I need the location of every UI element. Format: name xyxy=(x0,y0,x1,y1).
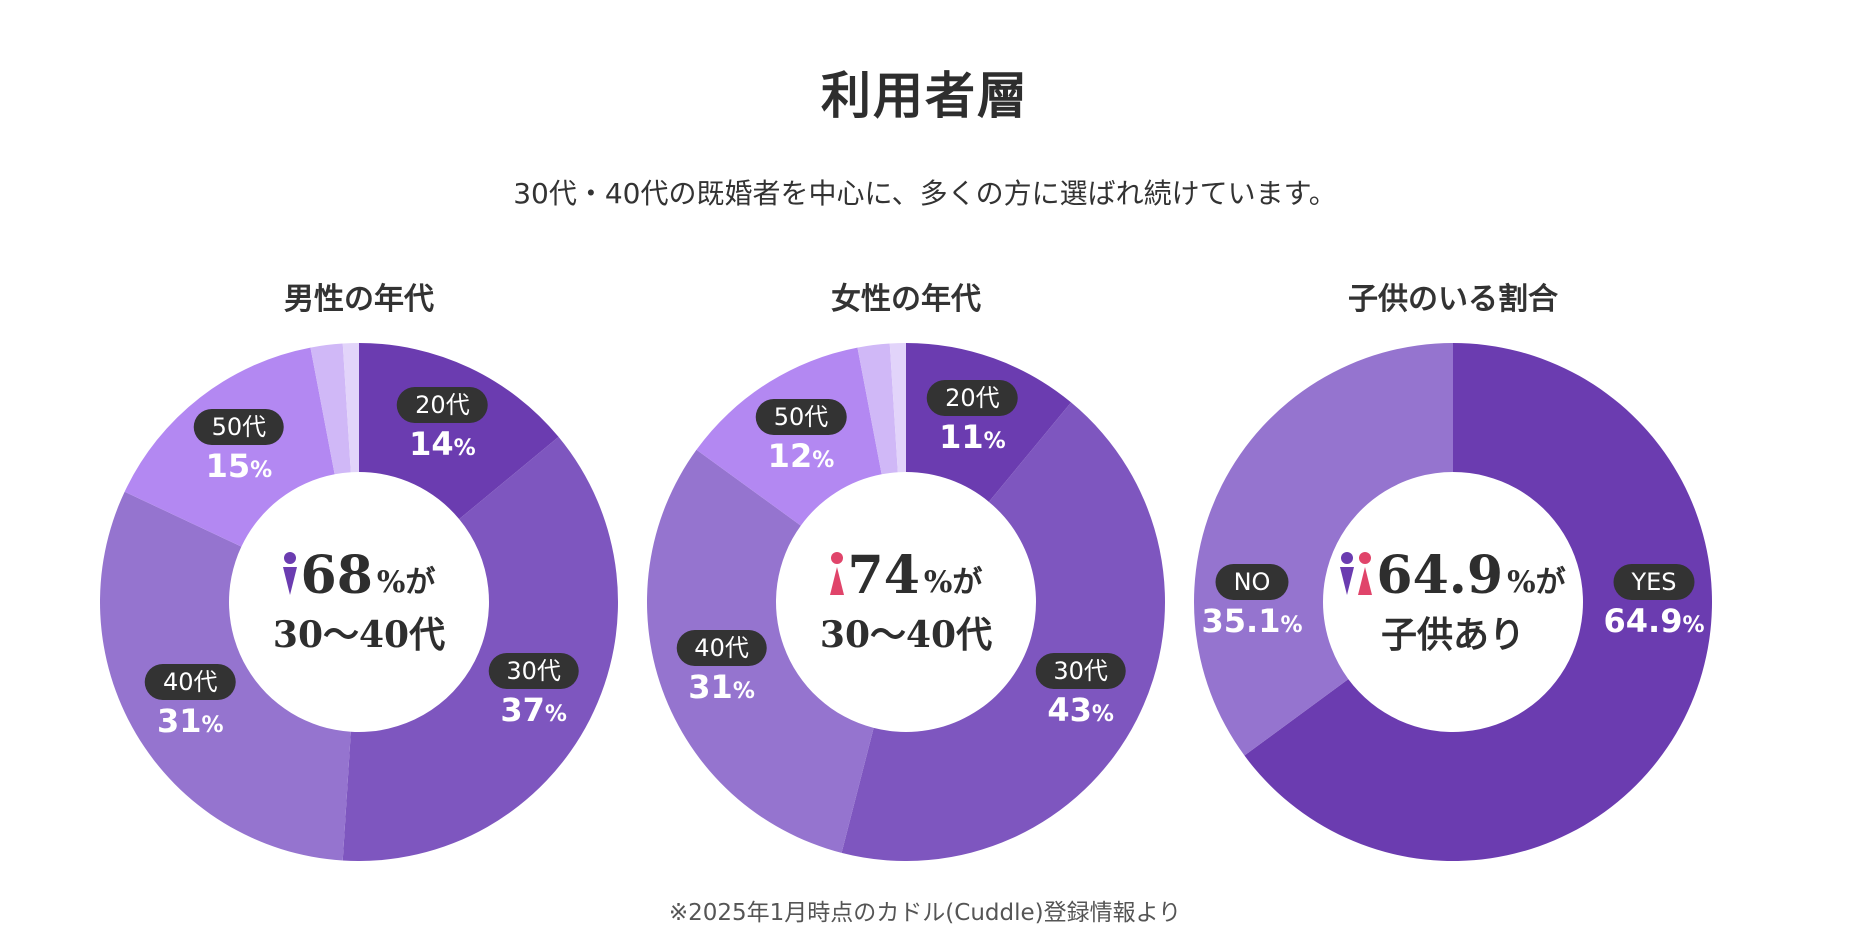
slice-percent: 31% xyxy=(688,668,755,707)
slice-category-pill: 50代 xyxy=(755,398,847,435)
slice-category-pill: NO xyxy=(1215,564,1289,600)
slice-category-pill: 30代 xyxy=(488,652,579,689)
slice-percent: 14% xyxy=(409,424,476,463)
center-unit: %が xyxy=(376,565,436,600)
slice-percent: 11% xyxy=(939,417,1006,456)
donut-slice-50代 xyxy=(696,347,882,526)
slice-percent: 43% xyxy=(1047,690,1114,729)
slice-category-pill: 40代 xyxy=(676,630,767,667)
slice-category-pill: YES xyxy=(1613,564,1695,600)
donut-chart xyxy=(1194,343,1712,861)
slice-percent: 12% xyxy=(767,436,835,475)
slice-percent: 35.1% xyxy=(1201,602,1303,640)
female-person-icon xyxy=(829,552,844,598)
center-value: 64.9 xyxy=(1376,545,1504,606)
slice-label: 30代 43% xyxy=(1035,652,1126,729)
slice-label: 50代 15% xyxy=(193,409,285,486)
center-caption: 30〜40代 xyxy=(819,614,993,656)
slice-percent: 64.9% xyxy=(1603,602,1705,640)
center-caption: 30〜40代 xyxy=(272,614,446,656)
donut-slice-50代 xyxy=(124,347,335,547)
donut-slice-30代 xyxy=(841,402,1165,861)
slice-category-pill: 40代 xyxy=(145,663,236,700)
chart-title: 子供のいる割合 xyxy=(1348,282,1558,317)
donut-slice-other xyxy=(310,343,351,475)
donut-slice-NO xyxy=(1194,343,1453,756)
donut-slice-YES xyxy=(1244,343,1712,861)
slice-category-pill: 30代 xyxy=(1035,652,1126,689)
male-person-icon xyxy=(1340,552,1355,598)
center-caption: 子供あり xyxy=(1380,614,1525,656)
donut-chart xyxy=(647,343,1165,861)
donut-center-summary: 68 %が 30〜40代 xyxy=(229,550,489,658)
slice-label: 20代 14% xyxy=(397,386,488,463)
slice-label: 50代 12% xyxy=(755,398,847,475)
slice-category-pill: 20代 xyxy=(397,386,488,423)
female-person-icon xyxy=(1358,552,1373,598)
slice-label: YES 64.9% xyxy=(1604,564,1705,640)
center-unit: %が xyxy=(923,565,983,600)
donut-slice-other xyxy=(342,343,359,473)
slice-label: 30代 37% xyxy=(488,652,579,729)
donut-center-summary: 64.9 %が 子供あり xyxy=(1323,550,1583,658)
slice-label: 40代 31% xyxy=(145,663,236,740)
chart-title: 男性の年代 xyxy=(284,282,434,317)
page-subtitle: 30代・40代の既婚者を中心に、多くの方に選ばれ続けています。 xyxy=(513,177,1337,210)
donut-slice-other xyxy=(857,343,898,475)
center-unit: %が xyxy=(1507,565,1566,600)
slice-category-pill: 50代 xyxy=(193,409,285,446)
slice-percent: 37% xyxy=(500,690,567,729)
donut-slice-30代 xyxy=(342,436,618,861)
center-value: 68 xyxy=(300,545,373,606)
donut-center-summary: 74 %が 30〜40代 xyxy=(776,550,1036,658)
slice-label: NO 35.1% xyxy=(1202,564,1303,640)
slice-label: 40代 31% xyxy=(676,630,767,706)
center-value: 74 xyxy=(847,545,920,606)
donut-slice-other xyxy=(889,343,906,473)
slice-category-pill: 20代 xyxy=(927,379,1018,416)
footnote: ※2025年1月時点のカドル(Cuddle)登録情報より xyxy=(668,900,1182,926)
donut-chart xyxy=(100,343,618,861)
male-person-icon xyxy=(282,552,297,598)
chart-title: 女性の年代 xyxy=(831,282,981,317)
page-title: 利用者層 xyxy=(821,66,1029,125)
slice-label: 20代 11% xyxy=(927,379,1018,456)
slice-percent: 15% xyxy=(205,447,273,486)
slice-percent: 31% xyxy=(156,701,224,740)
